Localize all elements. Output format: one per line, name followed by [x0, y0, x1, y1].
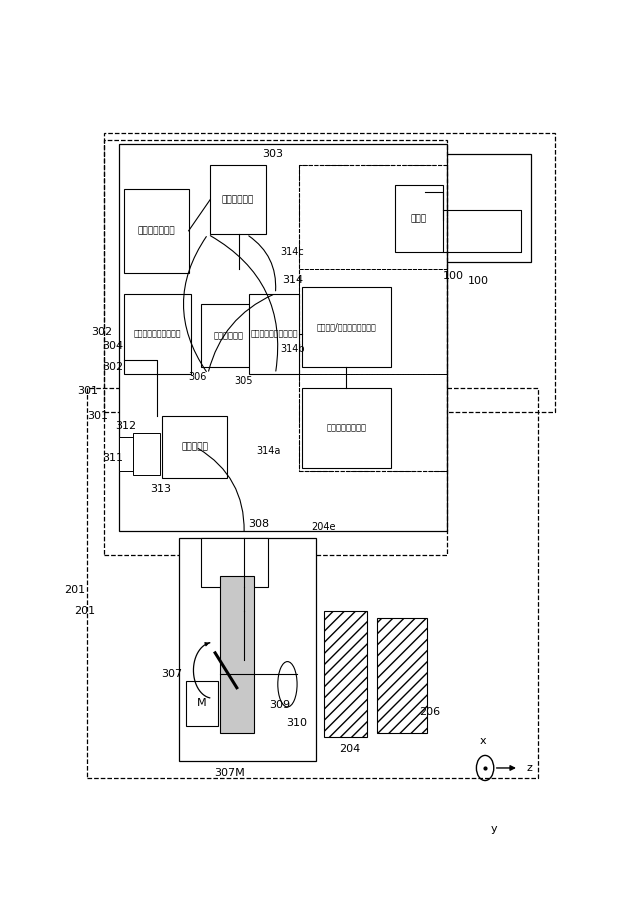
Bar — [377, 618, 427, 733]
Text: 204e: 204e — [312, 522, 336, 533]
Text: 第１のカプラ: 第１のカプラ — [222, 195, 254, 204]
Text: 201: 201 — [64, 585, 85, 595]
Bar — [395, 186, 443, 252]
Text: 313: 313 — [150, 484, 171, 494]
Bar — [104, 133, 555, 412]
Bar — [119, 437, 133, 471]
Text: 波長走査型光源: 波長走査型光源 — [137, 226, 175, 236]
Text: z: z — [526, 763, 532, 773]
Text: 第２のサーキュレータ: 第２のサーキュレータ — [251, 329, 298, 338]
Text: 表示部: 表示部 — [411, 214, 427, 223]
Text: y: y — [491, 824, 498, 834]
Text: M: M — [197, 699, 207, 708]
Bar — [425, 154, 531, 262]
Ellipse shape — [278, 661, 297, 707]
Bar — [104, 140, 447, 555]
Text: 314a: 314a — [256, 446, 281, 456]
Bar — [133, 433, 160, 475]
Bar — [210, 165, 266, 235]
Bar — [201, 538, 268, 586]
Text: 206: 206 — [419, 708, 440, 718]
Text: 314c: 314c — [281, 246, 304, 256]
Text: 307: 307 — [161, 669, 182, 679]
Bar — [302, 388, 391, 468]
Text: 100: 100 — [443, 271, 464, 281]
Text: 304: 304 — [102, 341, 123, 351]
Text: 201: 201 — [75, 606, 96, 616]
Text: 314b: 314b — [280, 344, 305, 354]
Bar — [124, 189, 188, 273]
Bar — [162, 416, 227, 478]
Bar — [249, 294, 300, 374]
Text: 307M: 307M — [214, 768, 245, 778]
Text: 301: 301 — [88, 410, 108, 420]
Text: x: x — [480, 736, 486, 746]
Bar — [300, 269, 447, 374]
Bar — [300, 374, 447, 471]
Bar — [323, 611, 367, 737]
Text: 312: 312 — [116, 421, 136, 431]
Text: フーリエ変換回路: フーリエ変換回路 — [327, 423, 366, 432]
Bar — [186, 680, 218, 726]
Bar — [300, 165, 447, 471]
Bar — [300, 165, 447, 269]
Text: アナログ/デジタル変換回路: アナログ/デジタル変換回路 — [317, 323, 376, 332]
Text: 310: 310 — [287, 718, 308, 728]
Text: 204: 204 — [340, 744, 361, 754]
Text: 311: 311 — [102, 452, 123, 463]
Bar — [302, 286, 391, 367]
Text: 309: 309 — [270, 700, 290, 710]
Text: 305: 305 — [235, 376, 253, 386]
Bar — [124, 294, 191, 374]
Bar — [119, 143, 447, 531]
Text: 303: 303 — [262, 149, 284, 159]
Bar — [201, 304, 256, 367]
Text: 変調アンプ: 変調アンプ — [181, 442, 208, 451]
Text: 100: 100 — [467, 276, 488, 286]
Bar — [179, 538, 317, 761]
Text: 301: 301 — [77, 386, 98, 396]
Text: 306: 306 — [188, 372, 207, 382]
Text: 302: 302 — [102, 361, 123, 371]
Text: 302: 302 — [91, 327, 113, 337]
Text: 314: 314 — [282, 275, 303, 284]
Bar — [220, 576, 254, 733]
Text: 308: 308 — [248, 519, 269, 529]
Bar — [87, 388, 538, 778]
Text: 第１のサーキュレータ: 第１のサーキュレータ — [134, 329, 181, 338]
Text: 第２のカプラ: 第２のカプラ — [213, 331, 243, 340]
